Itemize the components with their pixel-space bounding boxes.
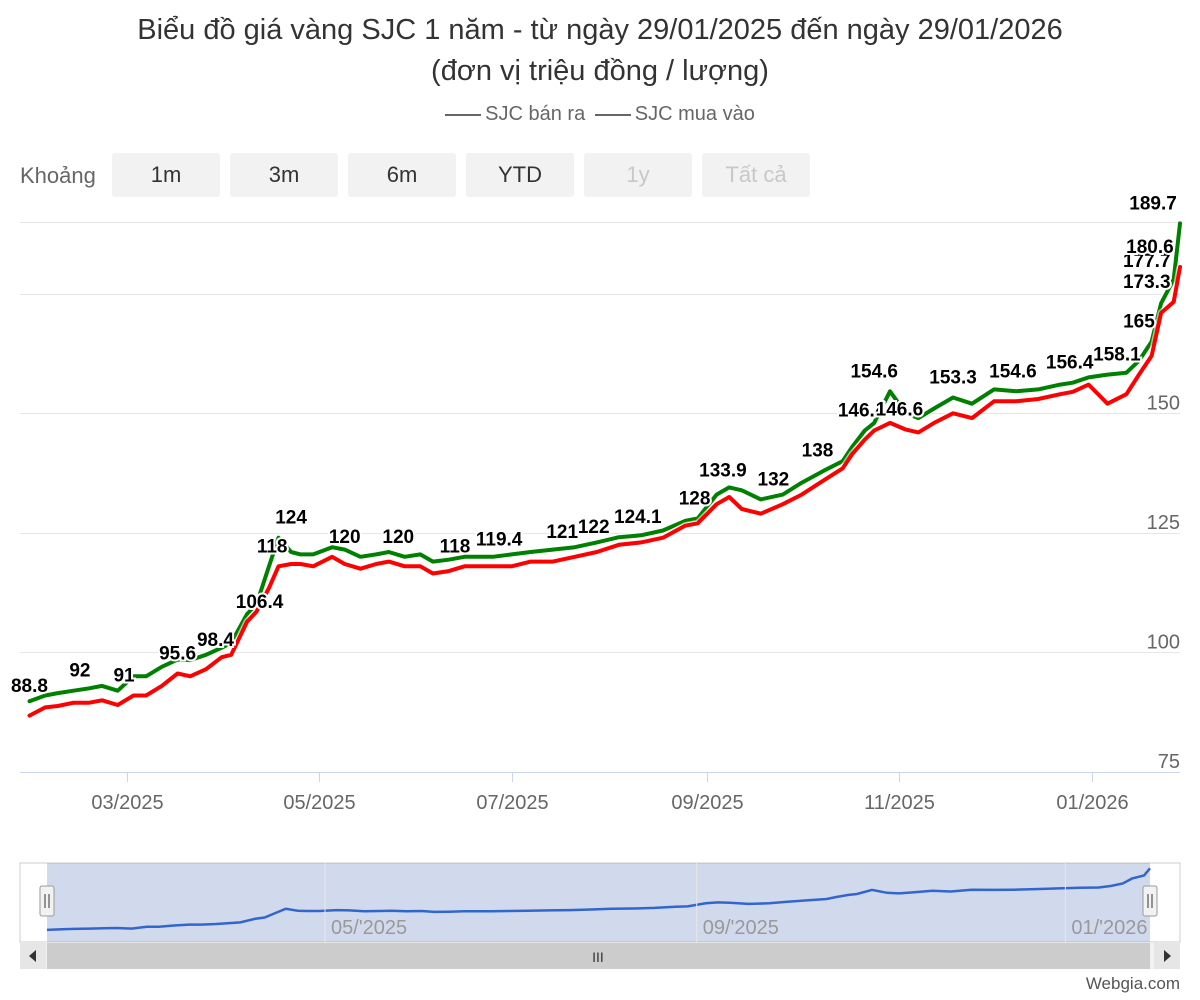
data-label: 165: [1123, 312, 1155, 333]
range-button-1y[interactable]: 1y: [584, 153, 692, 197]
y-tick-label: 150: [1147, 392, 1180, 414]
data-label: 158.1: [1093, 345, 1141, 366]
navigator-right-handle[interactable]: [1142, 885, 1158, 917]
series-lines: [27, 221, 1184, 719]
data-label: 124.1: [614, 507, 662, 528]
y-tick-label: 100: [1147, 631, 1180, 653]
navigator-series-line: [46, 867, 1151, 932]
navigator-mask: [47, 863, 1150, 942]
navigator-x-label: 01/'2026: [1071, 917, 1147, 939]
x-tick-label: 09/2025: [671, 792, 743, 814]
range-button-1m[interactable]: 1m: [112, 153, 220, 197]
legend-item-sell[interactable]: SJC bán ra: [445, 103, 585, 125]
series-buy-line: [27, 265, 1182, 718]
x-tick-label: 11/2025: [864, 792, 935, 814]
y-tick-label: 75: [1158, 751, 1180, 773]
data-label: 128: [679, 489, 711, 510]
x-tick-label: 03/2025: [91, 792, 163, 814]
legend: SJC bán ra SJC mua vào: [0, 103, 1200, 126]
y-axis: 75 100 125 150: [1147, 392, 1180, 773]
x-axis: 03/2025 05/2025 07/2025 09/2025 11/2025 01/20…: [20, 772, 1180, 814]
navigator[interactable]: 05/'2025 09/'2025 01/'2026 III: [19, 862, 1181, 969]
chart-subtitle: (đơn vị triệu đồng / lượng): [431, 55, 769, 87]
legend-line-icon: [445, 113, 482, 116]
legend-label-buy: SJC mua vào: [634, 103, 755, 125]
navigator-background: [19, 862, 1181, 943]
navigator-left-handle[interactable]: [39, 885, 55, 917]
data-label: 180.6: [1126, 237, 1174, 258]
y-tick-label: 125: [1147, 512, 1180, 534]
legend-label-sell: SJC bán ra: [485, 103, 586, 125]
arrow-left-icon: [29, 950, 36, 962]
navigator-x-label: 09/'2025: [703, 917, 779, 939]
data-label: 91: [113, 665, 135, 686]
credit-link[interactable]: Webgia.com: [1085, 974, 1180, 993]
range-button-ytd[interactable]: YTD: [466, 153, 574, 197]
data-label: 133.9: [699, 460, 747, 481]
data-label: 122: [578, 517, 610, 538]
x-tick-label: 01/2026: [1056, 792, 1128, 814]
series-sell-line: [27, 221, 1182, 704]
data-label: 106.4: [236, 592, 284, 613]
data-label: 156.4: [1046, 353, 1094, 374]
arrow-right-icon: [1164, 950, 1171, 962]
data-label: 98.4: [197, 630, 234, 651]
data-label: 132: [758, 469, 790, 490]
data-label: 95.6: [159, 643, 196, 664]
data-label: 118: [440, 536, 471, 557]
range-button-6m[interactable]: 6m: [348, 153, 456, 197]
data-label: 154.6: [850, 361, 898, 382]
range-button-all[interactable]: Tất cả: [702, 153, 810, 197]
x-tick-label: 05/2025: [283, 792, 355, 814]
data-label: 153.3: [929, 368, 977, 389]
data-label: 118: [257, 536, 288, 557]
data-label: 88.8: [11, 676, 48, 697]
data-label: 120: [382, 527, 414, 548]
data-label: 121: [546, 522, 578, 543]
range-button-3m[interactable]: 3m: [230, 153, 338, 197]
handle-body: [39, 885, 55, 917]
handle-body: [1142, 885, 1158, 917]
scrollbar-grip: III: [592, 949, 604, 965]
range-selector-label: Khoảng: [20, 163, 96, 188]
data-label: 119.4: [476, 530, 523, 551]
data-label: 120: [329, 527, 361, 548]
chart-title: Biểu đồ giá vàng SJC 1 năm - từ ngày 29/…: [137, 14, 1063, 46]
data-label: 154.6: [989, 361, 1037, 382]
data-label: 138: [802, 441, 834, 462]
scrollbar-thumb[interactable]: [47, 943, 1150, 969]
navigator-x-label: 05/'2025: [331, 917, 407, 939]
legend-line-icon: [594, 113, 631, 116]
grid-lines: [20, 222, 1180, 773]
data-label: 92: [69, 661, 90, 682]
data-label: 189.7: [1129, 193, 1177, 214]
x-tick-label: 07/2025: [476, 792, 548, 814]
data-label: 146.4: [838, 401, 886, 422]
data-label: 146.6: [876, 400, 924, 421]
data-label: 173.3: [1123, 272, 1171, 293]
data-label: 177.7: [1123, 251, 1171, 272]
data-label: 124: [275, 508, 307, 529]
legend-item-buy[interactable]: SJC mua vào: [594, 103, 755, 125]
